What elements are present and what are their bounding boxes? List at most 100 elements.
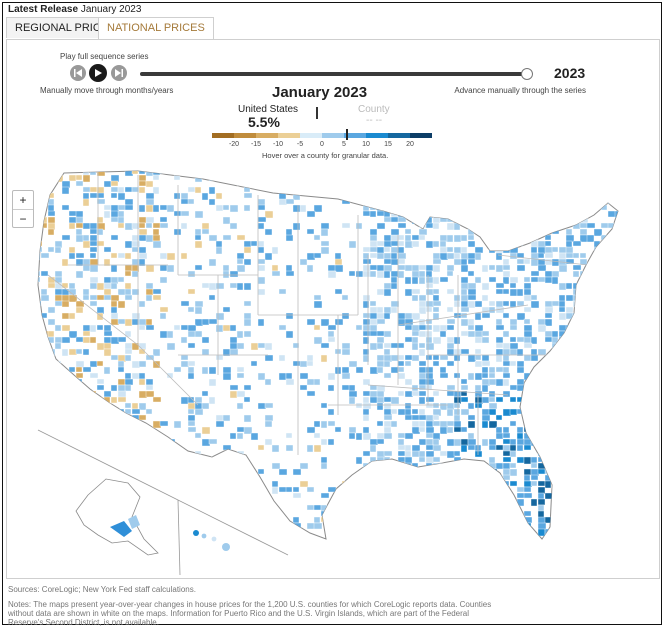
county-cell[interactable] — [523, 180, 533, 189]
county-cell[interactable] — [565, 360, 575, 369]
county-cell[interactable] — [558, 408, 566, 417]
county-cell[interactable] — [551, 372, 559, 381]
county-cell[interactable] — [34, 432, 41, 441]
county-cell[interactable] — [432, 180, 440, 188]
county-cell[interactable] — [124, 438, 134, 446]
county-cell[interactable] — [369, 396, 379, 404]
county-cell[interactable] — [607, 312, 617, 320]
county-cell[interactable] — [586, 192, 594, 201]
county-cell[interactable] — [215, 354, 224, 361]
county-cell[interactable] — [117, 396, 127, 403]
county-cell[interactable] — [600, 534, 610, 540]
county-cell[interactable] — [201, 390, 209, 397]
county-cell[interactable] — [369, 180, 379, 188]
county-cell[interactable] — [362, 300, 370, 309]
county-cell[interactable] — [47, 396, 57, 403]
county-cell[interactable] — [54, 492, 63, 500]
county-cell[interactable] — [54, 246, 62, 254]
county-cell[interactable] — [404, 198, 412, 206]
county-cell[interactable] — [502, 438, 512, 445]
county-cell[interactable] — [236, 234, 246, 241]
county-cell[interactable] — [432, 420, 441, 427]
county-cell[interactable] — [502, 456, 512, 463]
county-cell[interactable] — [558, 300, 566, 308]
county-cell[interactable] — [565, 342, 573, 350]
county-cell[interactable] — [432, 336, 442, 345]
county-cell[interactable] — [523, 258, 531, 265]
county-cell[interactable] — [362, 294, 371, 302]
county-cell[interactable] — [537, 169, 547, 177]
county-cell[interactable] — [467, 222, 475, 231]
county-cell[interactable] — [474, 498, 482, 505]
county-cell[interactable] — [54, 480, 62, 489]
county-cell[interactable] — [75, 372, 84, 379]
county-cell[interactable] — [607, 456, 616, 464]
county-cell[interactable] — [622, 409, 624, 415]
county-cell[interactable] — [404, 462, 412, 470]
county-cell[interactable] — [446, 408, 454, 417]
county-cell[interactable] — [622, 205, 624, 211]
county-cell[interactable] — [48, 541, 55, 547]
county-cell[interactable] — [460, 516, 468, 524]
county-cell[interactable] — [383, 420, 393, 428]
county-cell[interactable] — [208, 438, 218, 445]
county-cell[interactable] — [264, 342, 273, 351]
county-cell[interactable] — [600, 264, 610, 271]
county-cell[interactable] — [586, 516, 596, 524]
county-cell[interactable] — [376, 288, 385, 296]
county-cell[interactable] — [551, 474, 560, 482]
county-cell[interactable] — [89, 252, 97, 259]
county-cell[interactable] — [89, 462, 97, 469]
county-cell[interactable] — [138, 258, 146, 267]
county-cell[interactable] — [565, 444, 575, 451]
county-cell[interactable] — [593, 372, 602, 379]
county-cell[interactable] — [299, 360, 308, 368]
county-cell[interactable] — [439, 462, 448, 471]
county-cell[interactable] — [152, 174, 160, 181]
county-cell[interactable] — [222, 270, 230, 279]
county-cell[interactable] — [572, 342, 581, 350]
county-cell[interactable] — [572, 318, 581, 326]
county-cell[interactable] — [271, 522, 280, 531]
county-cell[interactable] — [565, 468, 573, 475]
county-cell[interactable] — [222, 216, 231, 225]
county-cell[interactable] — [572, 438, 582, 447]
county-cell[interactable] — [600, 396, 610, 403]
county-cell[interactable] — [460, 396, 469, 403]
county-cell[interactable] — [257, 498, 265, 505]
county-cell[interactable] — [110, 192, 118, 199]
county-cell[interactable] — [622, 505, 624, 510]
county-cell[interactable] — [579, 204, 589, 212]
county-cell[interactable] — [173, 420, 182, 429]
county-cell[interactable] — [516, 192, 526, 200]
county-cell[interactable] — [75, 462, 85, 469]
county-cell[interactable] — [230, 541, 236, 548]
county-cell[interactable] — [110, 282, 118, 290]
county-cell[interactable] — [82, 222, 91, 230]
county-cell[interactable] — [425, 420, 434, 428]
county-cell[interactable] — [551, 348, 560, 356]
county-cell[interactable] — [516, 312, 526, 321]
county-cell[interactable] — [460, 174, 469, 182]
county-cell[interactable] — [369, 330, 379, 337]
county-cell[interactable] — [103, 258, 111, 267]
county-cell[interactable] — [502, 450, 512, 457]
county-cell[interactable] — [68, 312, 76, 320]
county-cell[interactable] — [404, 360, 412, 367]
county-cell[interactable] — [579, 300, 588, 307]
county-cell[interactable] — [152, 480, 162, 489]
county-cell[interactable] — [544, 240, 552, 247]
county-cell[interactable] — [502, 264, 511, 271]
county-cell[interactable] — [103, 456, 112, 465]
county-cell[interactable] — [236, 252, 245, 260]
county-cell[interactable] — [369, 174, 379, 181]
county-cell[interactable] — [558, 420, 568, 429]
county-cell[interactable] — [544, 234, 552, 241]
county-cell[interactable] — [551, 384, 559, 391]
county-cell[interactable] — [103, 414, 111, 422]
county-cell[interactable] — [517, 541, 523, 547]
county-cell[interactable] — [481, 420, 489, 429]
county-cell[interactable] — [236, 480, 244, 487]
county-cell[interactable] — [544, 222, 552, 229]
county-cell[interactable] — [495, 366, 505, 373]
